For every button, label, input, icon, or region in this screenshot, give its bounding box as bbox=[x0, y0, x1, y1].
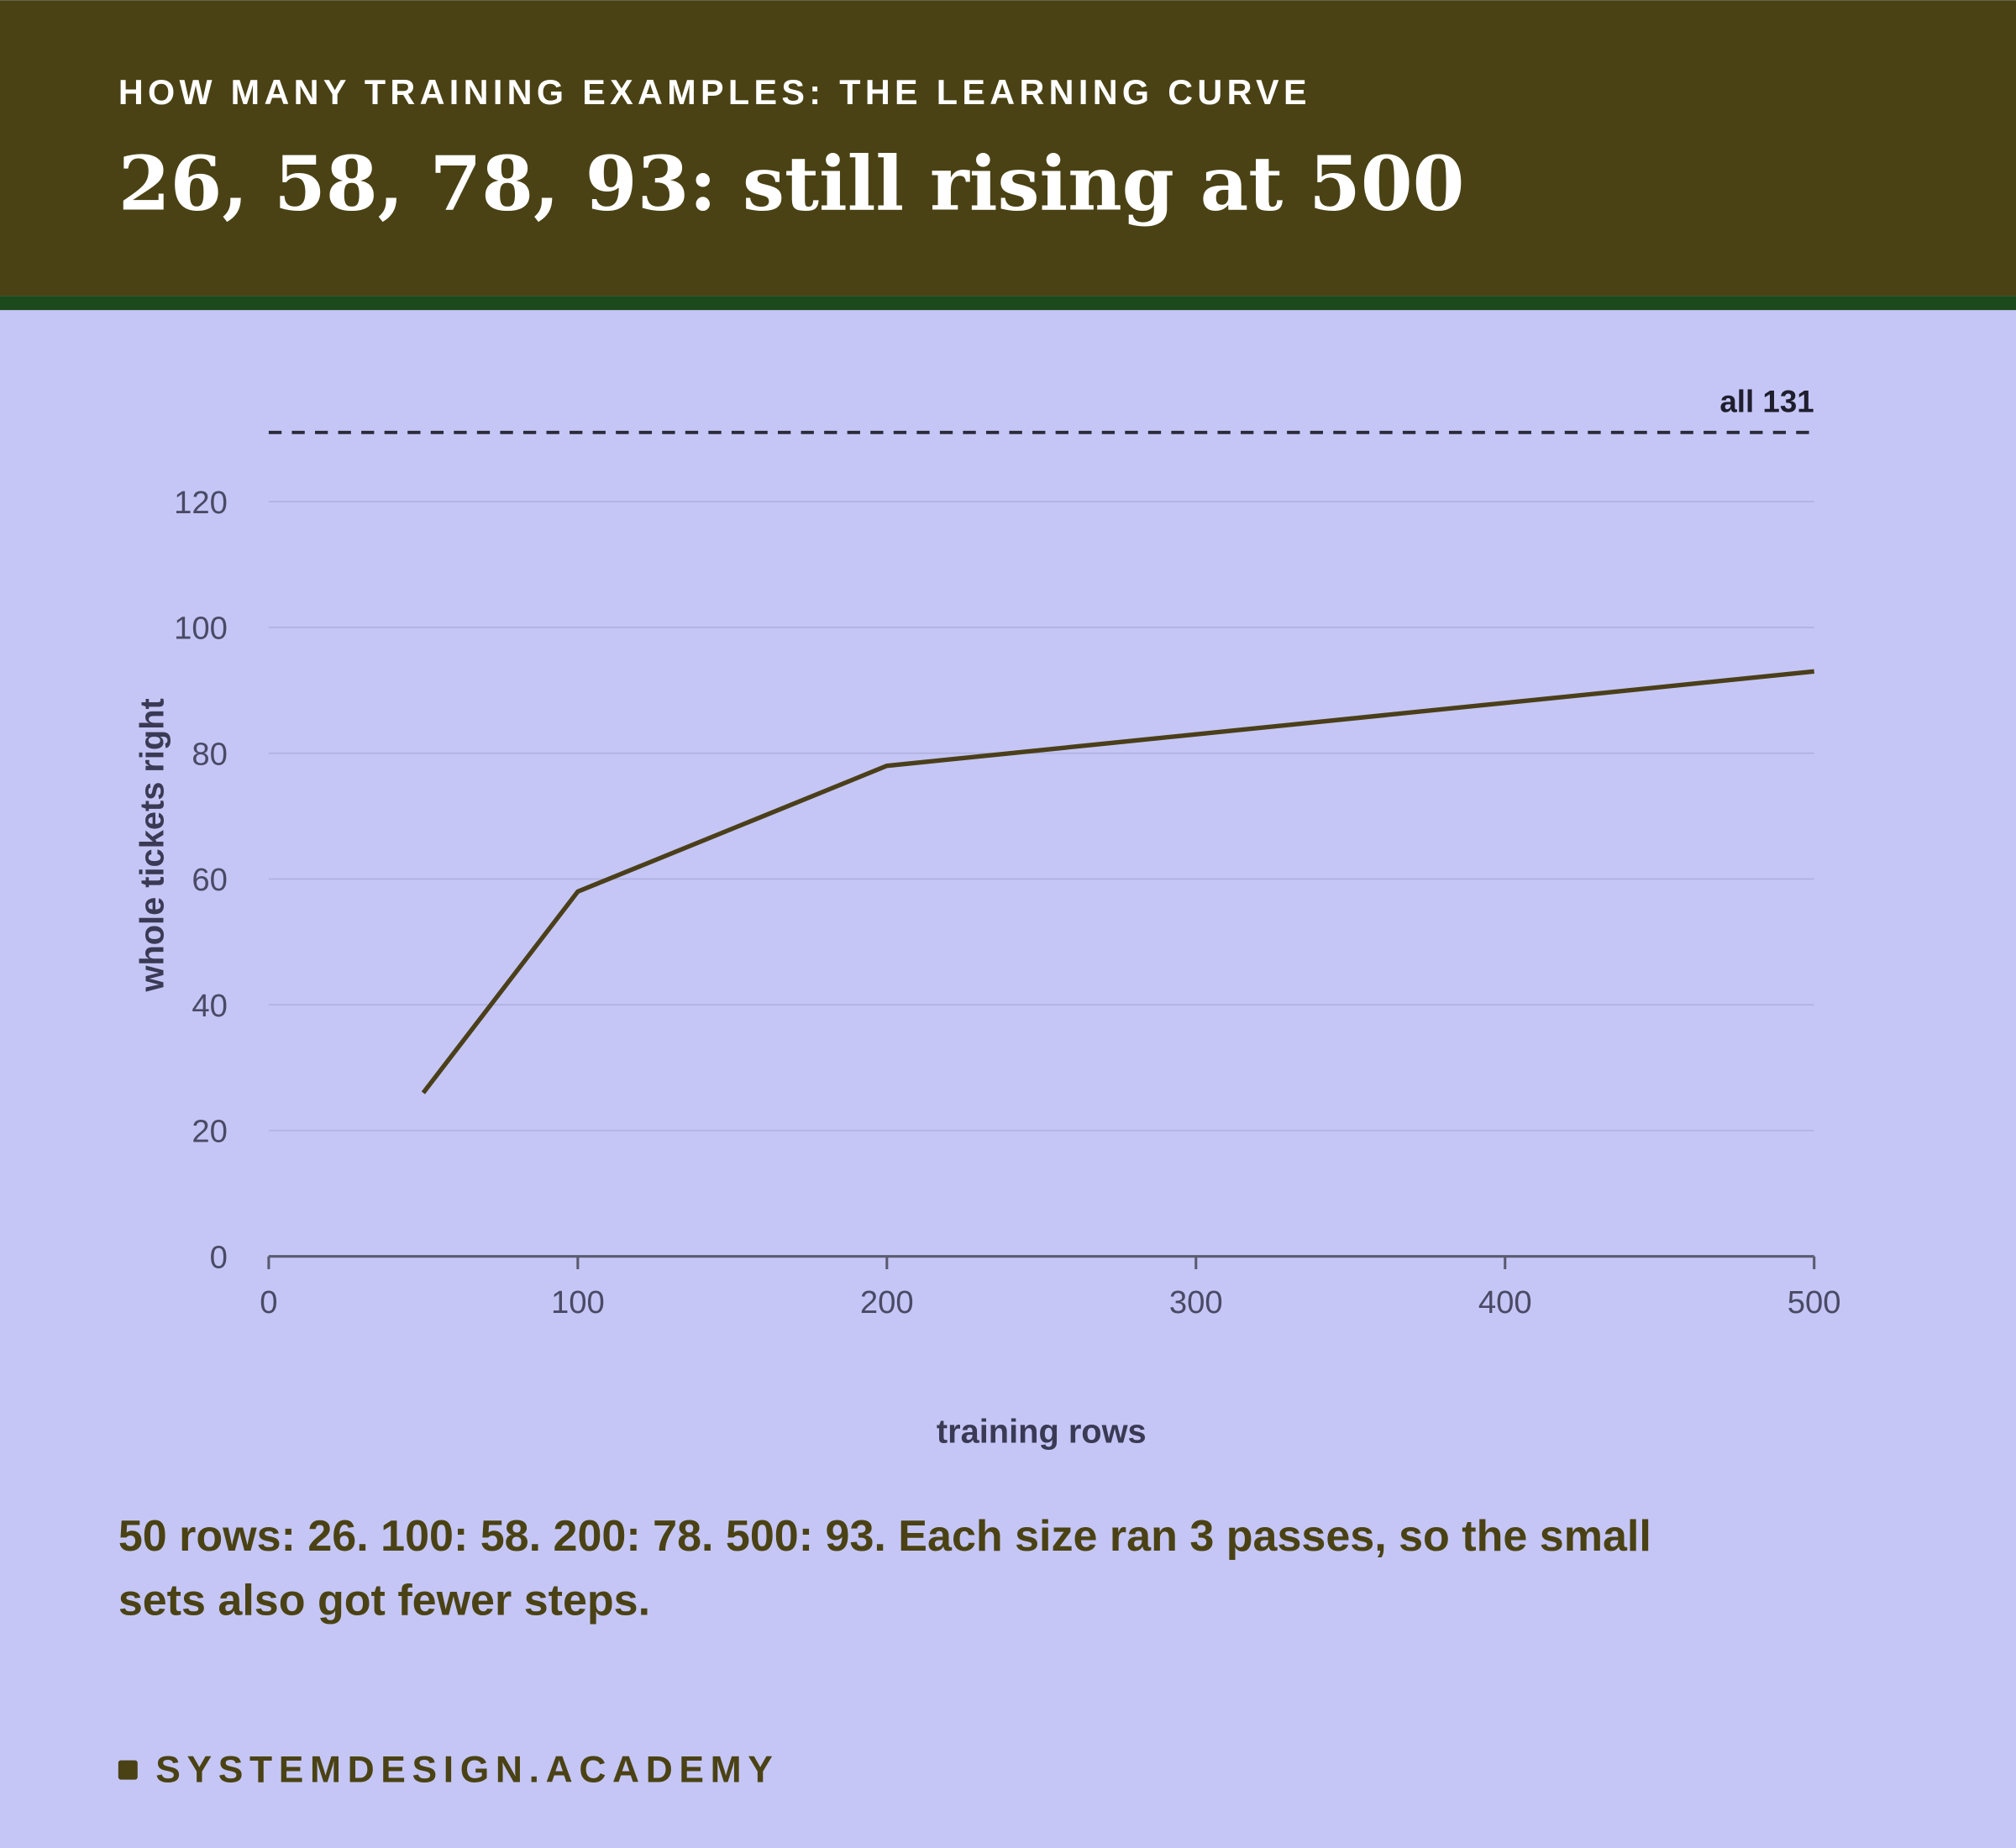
footer-icon bbox=[118, 1760, 138, 1780]
y-tick-label: 20 bbox=[192, 1114, 228, 1150]
y-tick-label: 80 bbox=[192, 736, 228, 772]
y-tick-label: 100 bbox=[174, 611, 228, 647]
x-tick-label: 0 bbox=[260, 1284, 277, 1320]
x-tick-label: 400 bbox=[1478, 1284, 1532, 1320]
y-axis-label: whole tickets right bbox=[134, 698, 171, 992]
y-tick-label: 120 bbox=[174, 485, 228, 521]
x-tick-label: 100 bbox=[551, 1284, 605, 1320]
series-line bbox=[421, 669, 1814, 1095]
y-tick-label: 0 bbox=[210, 1239, 228, 1275]
y-tick-label: 60 bbox=[192, 862, 228, 898]
header-stripe bbox=[0, 296, 2016, 311]
reference-label: all 131 bbox=[1719, 384, 1814, 418]
x-tick-label: 500 bbox=[1788, 1284, 1841, 1320]
footer: SYSTEMDESIGN.ACADEMY bbox=[155, 1750, 779, 1791]
x-axis-label: training rows bbox=[937, 1414, 1147, 1451]
header-band bbox=[0, 0, 2016, 297]
x-tick-label: 200 bbox=[860, 1284, 914, 1320]
kicker: HOW MANY TRAINING EXAMPLES: THE LEARNING… bbox=[118, 73, 1311, 112]
caption-line: 50 rows: 26. 100: 58. 200: 78. 500: 93. … bbox=[118, 1512, 1651, 1561]
caption-line: sets also got fewer steps. bbox=[118, 1577, 650, 1625]
x-tick-label: 300 bbox=[1169, 1284, 1223, 1320]
chart-title: 26, 58, 78, 93: still rising at 500 bbox=[118, 140, 1465, 228]
y-tick-label: 40 bbox=[192, 988, 228, 1024]
